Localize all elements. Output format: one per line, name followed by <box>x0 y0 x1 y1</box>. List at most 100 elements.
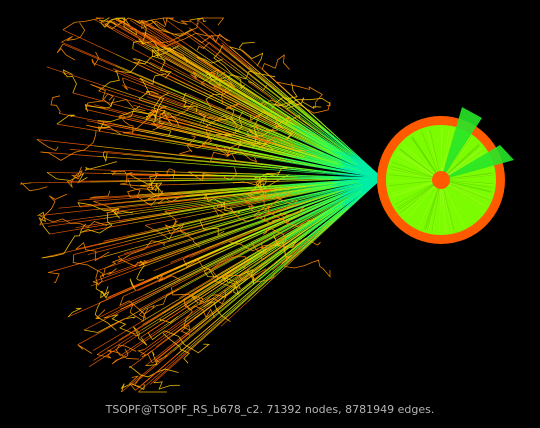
edge-segment <box>272 192 300 198</box>
edge-tail <box>61 22 86 43</box>
edge-tail <box>144 31 231 47</box>
edge-segment <box>221 46 255 73</box>
edge-segment <box>249 203 295 218</box>
edge-segment <box>161 233 206 249</box>
edge-segment <box>208 284 252 321</box>
edge-segment <box>151 151 210 160</box>
edge-segment <box>266 98 306 126</box>
edge-segment <box>189 128 239 142</box>
edge-segment <box>316 166 350 173</box>
edge-segment <box>258 131 280 140</box>
edge-segment <box>175 250 217 270</box>
edge-segment <box>163 265 208 288</box>
edge-segment <box>172 179 225 181</box>
edge-tail <box>104 17 126 30</box>
edge-segment <box>188 315 228 351</box>
edge-segment <box>187 124 227 136</box>
edge-segment <box>284 209 334 242</box>
edge-segment <box>112 68 158 88</box>
edge-segment <box>151 123 190 134</box>
edge-tail <box>120 383 145 393</box>
edge-segment <box>282 180 308 182</box>
edge-segment <box>274 87 302 111</box>
edge-segment <box>162 307 200 334</box>
edge-segment <box>325 192 354 209</box>
edge-segment <box>283 158 333 169</box>
edge-tail <box>161 110 169 116</box>
edge-segment <box>143 320 184 350</box>
edge-segment <box>261 98 303 126</box>
edge-segment <box>237 185 286 190</box>
edge-segment <box>316 145 339 158</box>
edge-segment <box>177 213 230 226</box>
edge-segment <box>94 145 152 153</box>
edge-segment <box>244 209 291 227</box>
edge-segment <box>160 205 216 216</box>
edge-segment <box>253 217 286 232</box>
edge-segment <box>96 202 154 210</box>
edge-segment <box>93 329 142 361</box>
edge-segment <box>250 154 284 161</box>
edge-tail <box>137 349 147 358</box>
edge-segment <box>75 236 127 250</box>
edge-segment <box>228 46 260 73</box>
edge-segment <box>270 193 327 210</box>
edge-segment <box>267 207 288 215</box>
edge-segment <box>128 288 180 318</box>
edge-segment <box>273 98 311 126</box>
edge-segment <box>289 183 337 190</box>
edge-segment <box>206 70 237 89</box>
edge-segment <box>179 265 221 288</box>
edge-tail <box>263 211 317 228</box>
edge-tail <box>184 133 212 149</box>
edge-segment <box>145 91 186 107</box>
edge-segment <box>227 77 259 98</box>
edge-segment <box>146 195 186 200</box>
edge-segment <box>295 109 325 134</box>
edge-segment <box>136 228 186 243</box>
edge-tail <box>119 114 134 134</box>
edge-segment <box>93 197 142 202</box>
edge-segment <box>283 160 317 167</box>
edge-segment <box>266 236 286 250</box>
edge-segment <box>228 201 281 214</box>
edge-segment <box>233 140 284 154</box>
edge-segment <box>254 176 298 178</box>
edge-segment <box>78 196 129 201</box>
edge-segment <box>187 187 236 192</box>
edge-segment <box>277 178 330 180</box>
edge-tail <box>144 223 191 240</box>
edge-segment <box>213 72 257 100</box>
edge-segment <box>48 256 104 273</box>
edge-segment <box>238 72 275 100</box>
edge-segment <box>207 103 237 117</box>
edge-segment <box>97 156 155 162</box>
edge-tail <box>66 166 83 188</box>
edge-tail <box>216 111 244 137</box>
edge-segment <box>237 212 286 231</box>
edge-segment <box>140 325 181 356</box>
edge-segment <box>217 106 252 122</box>
edge-tail <box>202 166 237 181</box>
edge-segment <box>240 219 277 235</box>
edge-segment <box>297 197 319 205</box>
edge-tail <box>157 195 183 204</box>
edge-tail <box>92 281 109 296</box>
edge-segment <box>237 98 267 116</box>
edge-segment <box>237 235 286 265</box>
edge-segment <box>142 299 183 325</box>
edge-segment <box>59 113 114 125</box>
edge-segment <box>294 135 317 147</box>
edge-segment <box>36 139 95 147</box>
edge-segment <box>338 156 361 168</box>
edge-segment <box>118 116 163 128</box>
edge-segment <box>196 209 243 221</box>
edge-segment <box>252 217 296 238</box>
edge-segment <box>221 72 263 100</box>
edge-segment <box>144 295 193 326</box>
edge-segment <box>191 265 240 296</box>
edge-segment <box>196 78 228 96</box>
edge-segment <box>341 191 363 206</box>
edge-segment <box>304 148 344 164</box>
edge-segment <box>98 19 147 47</box>
